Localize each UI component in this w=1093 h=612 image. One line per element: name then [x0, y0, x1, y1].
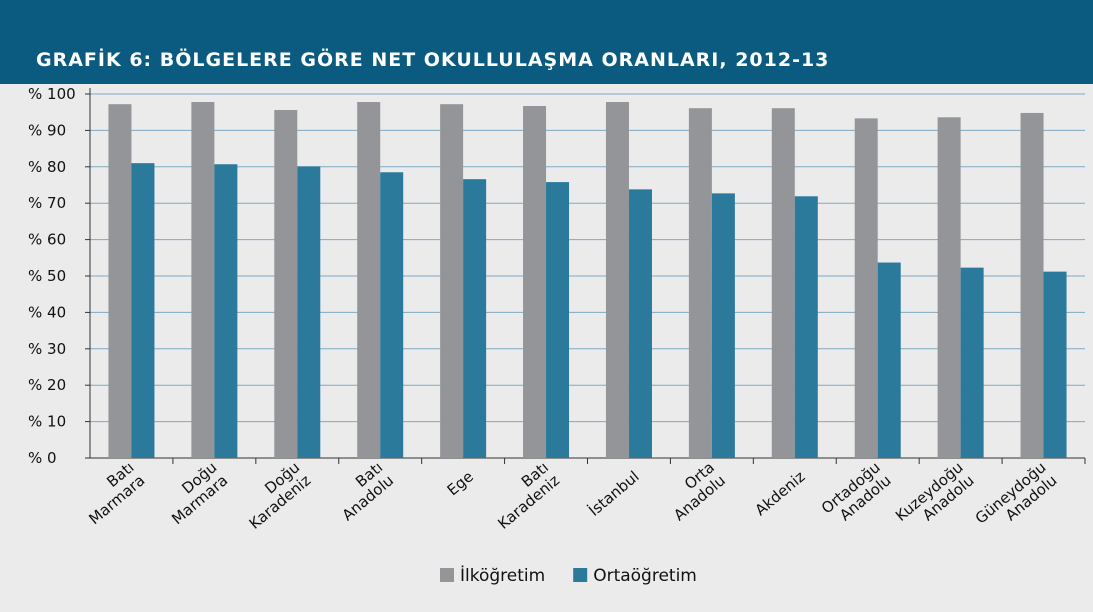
- y-tick-label: % 40: [28, 303, 66, 321]
- bar: [877, 262, 901, 458]
- bar: [854, 118, 878, 458]
- bar: [688, 108, 712, 459]
- y-tick-label: % 70: [28, 194, 66, 212]
- bar: [605, 102, 629, 459]
- y-tick-label: % 80: [28, 158, 66, 176]
- bar: [297, 166, 321, 458]
- y-tick-label: % 30: [28, 340, 66, 358]
- bar: [1020, 112, 1044, 458]
- bar: [546, 182, 570, 458]
- y-tick-label: % 100: [28, 85, 76, 103]
- bar: [440, 104, 464, 458]
- legend-swatch: [440, 568, 454, 582]
- header: [0, 0, 1093, 84]
- bar: [274, 110, 298, 459]
- bar: [523, 106, 547, 459]
- y-tick-label: % 10: [28, 413, 66, 431]
- y-tick-label: % 20: [28, 376, 66, 394]
- y-tick-label: % 90: [28, 121, 66, 139]
- bar: [191, 102, 215, 459]
- bar: [214, 164, 238, 458]
- bar: [960, 267, 984, 458]
- bar: [463, 179, 487, 458]
- legend-swatch: [573, 568, 588, 582]
- bar: [711, 193, 735, 458]
- legend-label: Ortaöğretim: [593, 566, 697, 586]
- bar: [937, 117, 961, 459]
- bar: [1043, 271, 1067, 458]
- bar: [380, 172, 404, 458]
- y-tick-label: % 0: [28, 449, 57, 467]
- chart-title: GRAFİK 6: BÖLGELERE GÖRE NET OKULLULAŞMA…: [36, 47, 829, 71]
- y-tick-label: % 60: [28, 231, 66, 249]
- bar: [794, 196, 818, 458]
- bar: [131, 163, 155, 458]
- bar: [108, 104, 132, 458]
- legend-label: İlköğretim: [460, 565, 545, 586]
- bar: [771, 108, 795, 459]
- bar: [628, 189, 652, 459]
- y-tick-label: % 50: [28, 267, 66, 285]
- bar: [357, 102, 381, 459]
